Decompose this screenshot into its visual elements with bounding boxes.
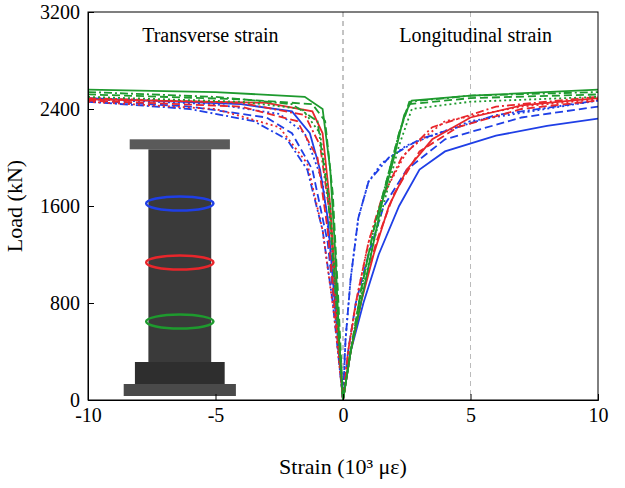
line [88, 99, 598, 400]
inset-ring [146, 256, 213, 270]
tick-label: 10 [589, 404, 609, 426]
line [88, 101, 598, 400]
tick-mark [88, 12, 94, 13]
reference-line [343, 12, 344, 400]
axis-line [89, 394, 599, 401]
axis-line [89, 13, 95, 401]
plot-frame [88, 12, 598, 400]
chart: -10-505100800160024003200Transverse stra… [0, 0, 625, 488]
tick-label: 1600 [40, 195, 80, 217]
line [88, 101, 598, 400]
tick: 2400 [40, 98, 94, 120]
plot: -10-505100800160024003200Transverse stra… [40, 1, 609, 426]
tick: 3200 [40, 1, 94, 23]
tick: -5 [208, 394, 225, 426]
tick-mark [471, 394, 472, 400]
tick-label: 2400 [40, 98, 80, 120]
tick-mark [216, 394, 217, 400]
tick-label: 3200 [40, 1, 80, 23]
tick: 1600 [40, 195, 94, 217]
tick: 800 [50, 292, 94, 314]
tick: 0 [339, 394, 349, 426]
inset-image [124, 139, 236, 396]
line [88, 90, 598, 400]
tick-label: -5 [208, 404, 225, 426]
line [88, 98, 598, 400]
x-axis: -10-50510 [75, 394, 608, 426]
tick-mark [88, 400, 94, 401]
tick-mark [343, 394, 344, 400]
inset-ring [146, 196, 213, 210]
line [88, 97, 598, 400]
tick: 10 [589, 394, 609, 426]
tick-label: 0 [70, 389, 80, 411]
tick-mark [88, 303, 94, 304]
annotation: Longitudinal strain [399, 24, 552, 47]
tick: 5 [466, 394, 476, 426]
tick-label: 5 [466, 404, 476, 426]
y-axis: 0 800 1600 2400 3200 [40, 1, 94, 411]
line [88, 97, 598, 400]
x-axis-title: Strain (10³ με) [279, 454, 407, 479]
tick-label: 800 [50, 292, 80, 314]
tick-mark [598, 394, 599, 400]
y-axis-title: Load (kN) [2, 160, 27, 252]
tick-mark [88, 109, 94, 110]
line [88, 92, 598, 400]
tick-label: 0 [339, 404, 349, 426]
inset-plate [130, 139, 230, 149]
line [88, 101, 598, 400]
line [88, 98, 598, 400]
lines [88, 90, 598, 400]
line [88, 94, 598, 400]
inset-plate [124, 384, 236, 396]
tick: 0 [70, 389, 94, 411]
tick-mark [88, 206, 94, 207]
line [88, 99, 598, 400]
inset-ring [146, 315, 213, 329]
reference-line [470, 12, 471, 400]
inset-base [135, 362, 225, 384]
annotation: Transverse strain [142, 24, 278, 46]
